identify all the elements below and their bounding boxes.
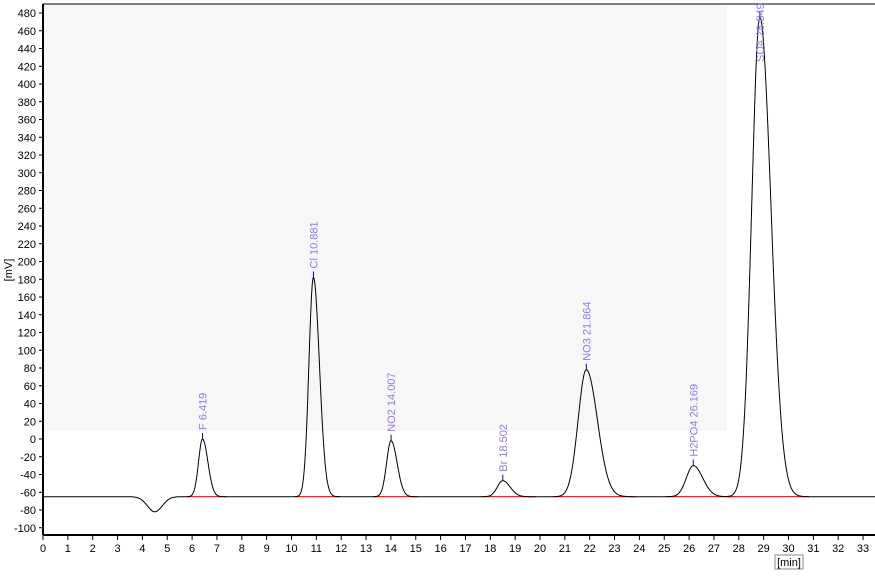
- y-tick-label: 200: [18, 257, 36, 269]
- x-tick-label: 5: [164, 543, 170, 555]
- y-tick-label: 80: [24, 363, 36, 375]
- x-tick-label: 22: [584, 543, 596, 555]
- y-tick-label: 480: [18, 8, 36, 20]
- y-tick-label: 0: [30, 434, 36, 446]
- y-tick-label: 240: [18, 221, 36, 233]
- x-axis-label-box: [774, 554, 804, 570]
- x-tick-label: 15: [410, 543, 422, 555]
- x-tick-label: 27: [708, 543, 720, 555]
- y-tick-label: 440: [18, 44, 36, 56]
- y-axis-label: [mV]: [3, 259, 15, 282]
- y-tick-label: 340: [18, 132, 36, 144]
- y-tick-label: 300: [18, 168, 36, 180]
- x-tick-label: 31: [807, 543, 819, 555]
- y-tick-label: 120: [18, 328, 36, 340]
- x-tick-label: 21: [559, 543, 571, 555]
- x-tick-label: 12: [335, 543, 347, 555]
- x-tick-label: 0: [40, 543, 46, 555]
- y-tick-label: 360: [18, 115, 36, 127]
- x-tick-label: 28: [733, 543, 745, 555]
- y-tick-label: -100: [14, 523, 36, 535]
- y-tick-label: -80: [20, 505, 36, 517]
- x-tick-label: 13: [360, 543, 372, 555]
- peak-label-H2PO4: H2PO4 26.169: [688, 384, 700, 457]
- x-tick-label: 1: [65, 543, 71, 555]
- y-tick-label: 60: [24, 381, 36, 393]
- y-tick-label: 20: [24, 416, 36, 428]
- peak-label-F: F 6.419: [198, 393, 210, 430]
- x-tick-label: 18: [484, 543, 496, 555]
- x-tick-label: 19: [509, 543, 521, 555]
- x-tick-label: 6: [189, 543, 195, 555]
- peak-label-NO3: NO3 21.864: [581, 301, 593, 360]
- peak-label-Br: Br 18.502: [498, 424, 510, 472]
- y-tick-label: 220: [18, 239, 36, 251]
- y-tick-label: 260: [18, 203, 36, 215]
- x-tick-label: 30: [782, 543, 794, 555]
- y-tick-label: 400: [18, 79, 36, 91]
- x-tick-label: 11: [311, 543, 322, 555]
- trace-line: [43, 16, 875, 513]
- x-tick-label: 10: [285, 543, 297, 555]
- x-tick-label: 9: [264, 543, 270, 555]
- peak-label-NO2: NO2 14.007: [386, 372, 398, 431]
- y-tick-label: 320: [18, 150, 36, 162]
- x-tick-label: 20: [534, 543, 546, 555]
- x-tick-label: 23: [608, 543, 620, 555]
- x-tick-label: 24: [633, 543, 645, 555]
- x-tick-label: 14: [385, 543, 397, 555]
- x-axis-label: [min]: [777, 557, 801, 569]
- x-tick-label: 33: [857, 543, 869, 555]
- y-tick-label: 180: [18, 274, 36, 286]
- y-tick-label: 280: [18, 186, 36, 198]
- shaded-region: [43, 4, 727, 431]
- y-tick-label: 140: [18, 310, 36, 322]
- y-tick-label: 160: [18, 292, 36, 304]
- y-tick-label: 420: [18, 61, 36, 73]
- x-tick-label: 29: [758, 543, 770, 555]
- y-tick-label: -60: [20, 487, 36, 499]
- x-tick-label: 17: [459, 543, 471, 555]
- y-tick-label: -40: [20, 470, 36, 482]
- peak-label-SO4: SO4 28.849: [755, 3, 767, 62]
- x-tick-label: 4: [139, 543, 145, 555]
- x-tick-label: 32: [832, 543, 844, 555]
- x-tick-label: 25: [658, 543, 670, 555]
- peak-label-Cl: Cl 10.881: [308, 221, 320, 268]
- y-tick-label: -20: [20, 452, 36, 464]
- y-tick-label: 100: [18, 345, 36, 357]
- y-tick-label: 380: [18, 97, 36, 109]
- x-tick-label: 26: [683, 543, 695, 555]
- y-tick-label: 460: [18, 26, 36, 38]
- x-tick-label: 8: [239, 543, 245, 555]
- x-tick-label: 16: [434, 543, 446, 555]
- x-tick-label: 7: [214, 543, 220, 555]
- y-tick-label: 40: [24, 399, 36, 411]
- x-tick-label: 2: [90, 543, 96, 555]
- x-tick-label: 3: [114, 543, 120, 555]
